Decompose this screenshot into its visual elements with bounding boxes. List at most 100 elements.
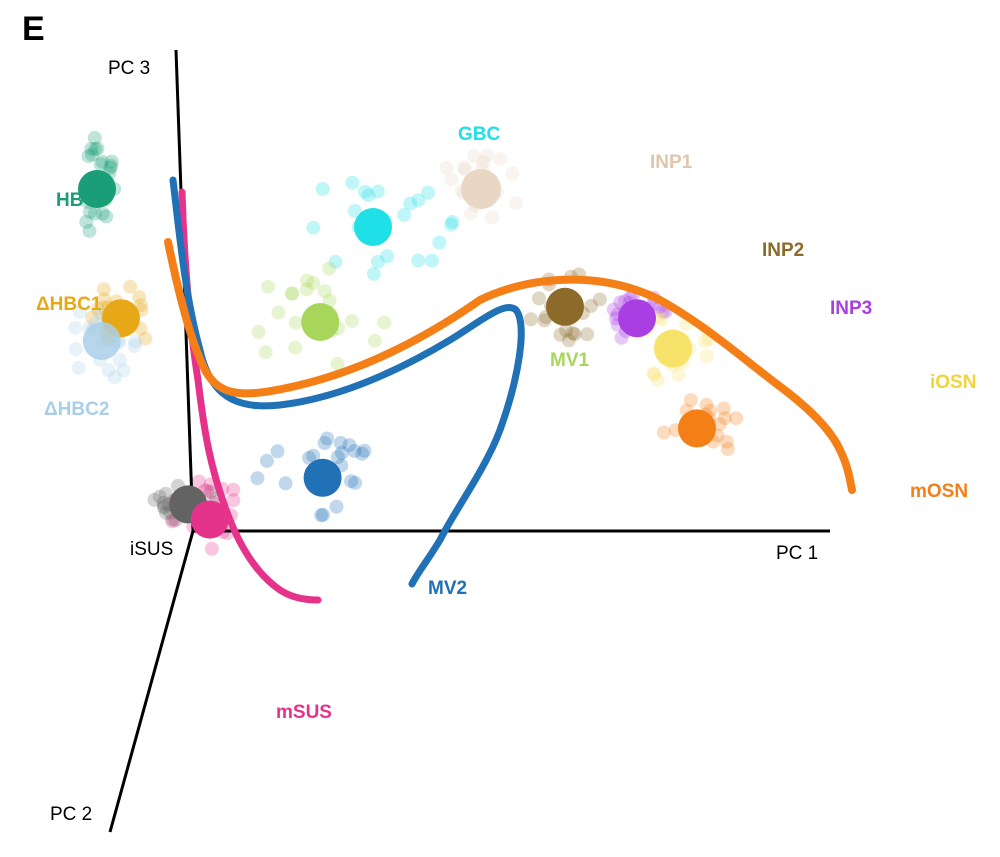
panel-label: E — [22, 10, 45, 48]
cell-point — [328, 254, 343, 269]
cell-point — [397, 207, 412, 222]
cell-point — [258, 345, 273, 360]
cell-point — [712, 417, 727, 432]
cell-point — [288, 340, 303, 355]
cell-point — [553, 327, 568, 342]
cell-point — [103, 160, 118, 175]
cell-point — [250, 471, 265, 486]
cell-point — [698, 334, 712, 349]
cell-point — [95, 206, 110, 221]
cell-point — [152, 489, 167, 504]
cell-point — [157, 500, 172, 515]
cell-point — [147, 492, 162, 507]
cell-point — [127, 339, 142, 353]
cell-point — [380, 249, 395, 264]
cell-point — [95, 154, 110, 169]
cell-point — [671, 367, 686, 382]
cell-point — [476, 154, 491, 169]
cell-point — [159, 505, 173, 520]
centroid-mv1 — [301, 303, 340, 341]
cluster-label-msus: mSUS — [276, 702, 332, 723]
pc2-axis — [108, 530, 195, 833]
cell-point — [270, 444, 285, 459]
cell-point — [729, 411, 744, 426]
cell-point — [334, 445, 349, 460]
cell-point — [505, 166, 520, 181]
centroid-mv2 — [303, 458, 342, 497]
cluster-label-inp1: INP1 — [650, 152, 693, 173]
cell-point — [317, 436, 332, 451]
cluster-label-dhbc1: ΔHBC1 — [36, 294, 102, 315]
cell-point — [606, 302, 621, 317]
cell-point — [132, 290, 147, 304]
cell-point — [439, 161, 454, 176]
cell-point — [278, 476, 293, 491]
cell-point — [717, 411, 732, 426]
cell-point — [432, 235, 447, 250]
cell-point — [333, 435, 348, 450]
cell-point — [203, 484, 218, 499]
cell-point — [444, 217, 459, 232]
cell-point — [699, 349, 714, 364]
cell-point — [104, 154, 119, 169]
cell-point — [271, 305, 286, 320]
cell-point — [85, 310, 99, 325]
cell-point — [458, 162, 473, 177]
cell-point — [683, 393, 698, 408]
cell-point — [314, 508, 329, 523]
cell-point — [567, 327, 582, 342]
cell-point — [101, 363, 116, 378]
cell-point — [251, 324, 266, 339]
cell-point — [87, 130, 102, 145]
cell-point — [90, 141, 105, 156]
cell-point — [88, 206, 102, 221]
cell-point — [156, 495, 171, 510]
cell-point — [366, 266, 381, 281]
cell-point — [320, 431, 335, 446]
cell-point — [84, 141, 99, 156]
cell-point — [403, 196, 418, 211]
centroid-mosn — [678, 409, 716, 448]
cell-point — [123, 279, 138, 294]
cell-point — [592, 292, 607, 307]
cell-point — [367, 333, 382, 348]
cell-point — [104, 158, 119, 173]
cell-point — [561, 333, 576, 348]
cell-point — [288, 315, 303, 330]
cell-point — [457, 160, 471, 175]
cell-point — [116, 363, 131, 378]
cell-point — [421, 185, 436, 200]
cell-point — [493, 152, 507, 166]
cell-point — [302, 450, 317, 465]
cell-point — [485, 210, 500, 225]
cell-point — [559, 323, 574, 338]
cluster-label-inp3: INP3 — [830, 298, 872, 319]
cell-point — [370, 254, 385, 269]
cell-point — [316, 507, 330, 522]
cell-point — [284, 286, 299, 301]
cell-point — [537, 313, 552, 328]
cell-point — [580, 327, 595, 342]
cell-point — [96, 282, 111, 297]
cell-point — [93, 157, 108, 172]
centroid-hbc — [78, 170, 116, 208]
cluster-centroids — [78, 169, 716, 539]
cell-point — [344, 314, 359, 328]
cell-point — [330, 356, 345, 371]
cell-point — [315, 182, 330, 196]
cell-point — [656, 425, 671, 440]
lineage-curves — [164, 176, 856, 604]
cell-point — [565, 326, 580, 341]
cell-point — [647, 367, 662, 382]
cell-point — [306, 276, 321, 291]
cluster-label-iosn: iOSN — [930, 372, 976, 393]
centroid-inp3 — [618, 299, 656, 338]
cell-point — [425, 253, 439, 268]
centroid-gbc — [354, 208, 392, 246]
cell-point — [261, 279, 276, 294]
cluster-label-mv1: MV1 — [550, 350, 590, 371]
cell-point — [720, 442, 735, 457]
cell-point — [299, 282, 314, 297]
cell-point — [655, 305, 670, 319]
